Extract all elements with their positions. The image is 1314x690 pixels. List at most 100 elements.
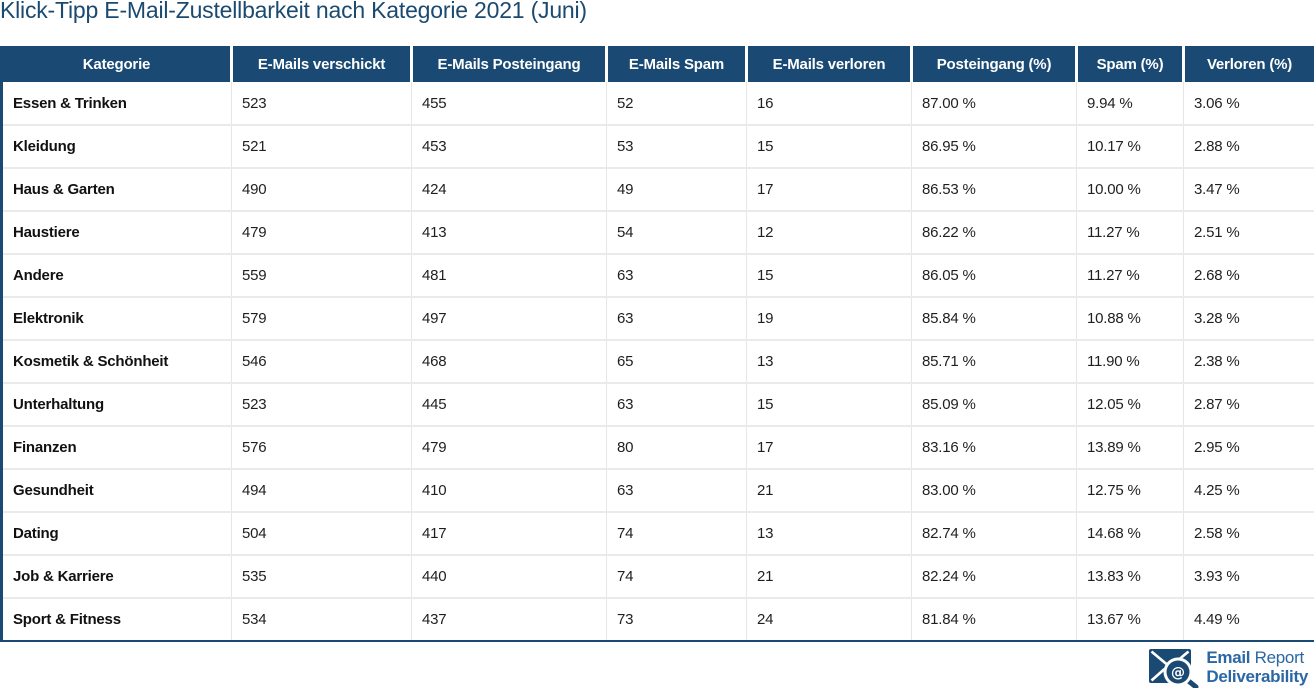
table-body: Essen & Trinken 523 455 52 16 87.00 % 9.94 % 3.… — [1, 82, 1314, 641]
category-cell: Dating — [1, 511, 232, 555]
column-header-6: Spam (%) — [1075, 46, 1184, 82]
value-cell: 559 — [231, 253, 412, 297]
value-cell: 479 — [231, 210, 412, 254]
value-cell: 82.74 % — [911, 511, 1077, 555]
value-cell: 15 — [746, 382, 912, 426]
value-cell: 63 — [606, 296, 747, 340]
value-cell: 74 — [606, 554, 747, 598]
value-cell: 534 — [231, 597, 412, 641]
value-cell: 576 — [231, 425, 412, 469]
value-cell: 523 — [231, 382, 412, 426]
category-cell: Unterhaltung — [1, 382, 232, 426]
value-cell: 15 — [746, 253, 912, 297]
table-row: Kleidung 521 453 53 15 86.95 % 10.17 % 2.88 % — [1, 124, 1314, 168]
value-cell: 85.09 % — [911, 382, 1077, 426]
table-row: Finanzen 576 479 80 17 83.16 % 13.89 % 2.95 % — [1, 425, 1314, 469]
column-header-1: E-Mails verschickt — [230, 46, 412, 82]
table-row: Essen & Trinken 523 455 52 16 87.00 % 9.94 % 3.… — [2, 82, 1314, 125]
value-cell: 65 — [606, 339, 747, 383]
category-cell: Sport & Fitness — [1, 597, 232, 641]
value-cell: 82.24 % — [911, 554, 1077, 598]
value-cell: 12 — [746, 210, 912, 254]
value-cell: 445 — [411, 382, 607, 426]
column-header-7: Verloren (%) — [1182, 46, 1314, 82]
value-cell: 9.94 % — [1076, 82, 1184, 125]
table-row: Haustiere 479 413 54 12 86.22 % 11.27 % 2.51 % — [1, 210, 1314, 254]
table-header-row: Kategorie E-Mails verschickt E-Mails Poste… — [1, 46, 1314, 82]
value-cell: 86.95 % — [911, 124, 1077, 168]
value-cell: 546 — [231, 339, 412, 383]
value-cell: 424 — [411, 167, 607, 211]
value-cell: 21 — [746, 468, 912, 512]
logo-word-deliverability: Deliverability — [1206, 667, 1308, 686]
logo-word-report: Report — [1250, 648, 1305, 667]
value-cell: 10.88 % — [1076, 296, 1184, 340]
category-cell: Andere — [1, 253, 232, 297]
value-cell: 21 — [746, 554, 912, 598]
table-row: Sport & Fitness 534 437 73 24 81.84 % 13.67 % 4… — [1, 597, 1314, 641]
column-header-0: Kategorie — [1, 46, 232, 82]
column-header-2: E-Mails Posteingang — [410, 46, 607, 82]
value-cell: 481 — [411, 253, 607, 297]
value-cell: 521 — [231, 124, 412, 168]
value-cell: 468 — [411, 339, 607, 383]
value-cell: 2.87 % — [1183, 382, 1314, 426]
value-cell: 579 — [231, 296, 412, 340]
value-cell: 63 — [606, 382, 747, 426]
value-cell: 17 — [746, 425, 912, 469]
value-cell: 410 — [411, 468, 607, 512]
value-cell: 49 — [606, 167, 747, 211]
value-cell: 3.47 % — [1183, 167, 1314, 211]
value-cell: 3.28 % — [1183, 296, 1314, 340]
value-cell: 4.25 % — [1183, 468, 1314, 512]
value-cell: 479 — [411, 425, 607, 469]
value-cell: 53 — [606, 124, 747, 168]
category-cell: Elektronik — [1, 296, 232, 340]
value-cell: 490 — [231, 167, 412, 211]
column-header-3: E-Mails Spam — [605, 46, 747, 82]
table-row: Unterhaltung 523 445 63 15 85.09 % 12.05 % 2.87… — [1, 382, 1314, 426]
value-cell: 440 — [411, 554, 607, 598]
category-cell: Essen & Trinken — [13, 94, 127, 112]
value-cell: 13.83 % — [1076, 554, 1184, 598]
table-row: Kosmetik & Schönheit 546 468 65 13 85.71 % 11.… — [1, 339, 1314, 383]
value-cell: 3.06 % — [1183, 82, 1314, 125]
value-cell: 86.05 % — [911, 253, 1077, 297]
value-cell: 52 — [606, 82, 747, 125]
value-cell: 87.00 % — [911, 82, 1077, 125]
value-cell: 3.93 % — [1183, 554, 1314, 598]
value-cell: 4.49 % — [1183, 597, 1314, 641]
value-cell: 523 — [231, 82, 412, 125]
value-cell: 83.00 % — [911, 468, 1077, 512]
value-cell: 453 — [411, 124, 607, 168]
value-cell: 2.88 % — [1183, 124, 1314, 168]
category-cell: Job & Karriere — [1, 554, 232, 598]
value-cell: 16 — [746, 82, 912, 125]
value-cell: 2.68 % — [1183, 253, 1314, 297]
column-header-5: Posteingang (%) — [910, 46, 1077, 82]
page-title: Klick-Tipp E-Mail-Zustellbarkeit nach Ka… — [0, 0, 587, 23]
value-cell: 63 — [606, 468, 747, 512]
value-cell: 19 — [746, 296, 912, 340]
value-cell: 497 — [411, 296, 607, 340]
value-cell: 455 — [411, 82, 607, 125]
logo-text: Email Report Deliverability — [1206, 648, 1308, 686]
value-cell: 535 — [231, 554, 412, 598]
value-cell: 12.75 % — [1076, 468, 1184, 512]
value-cell: 10.17 % — [1076, 124, 1184, 168]
table-row: Gesundheit 494 410 63 21 83.00 % 12.75 % 4.25 % — [1, 468, 1314, 512]
email-report-deliverability-logo[interactable]: @ Email Report Deliverability — [1149, 646, 1308, 690]
value-cell: 11.27 % — [1076, 210, 1184, 254]
value-cell: 13 — [746, 339, 912, 383]
value-cell: 24 — [746, 597, 912, 641]
value-cell: 2.58 % — [1183, 511, 1314, 555]
value-cell: 12.05 % — [1076, 382, 1184, 426]
value-cell: 417 — [411, 511, 607, 555]
value-cell: 54 — [606, 210, 747, 254]
deliverability-table: Kategorie E-Mails verschickt E-Mails Poste… — [0, 46, 1314, 642]
value-cell: 83.16 % — [911, 425, 1077, 469]
svg-text:@: @ — [1171, 665, 1185, 681]
table-row: Andere 559 481 63 15 86.05 % 11.27 % 2.68 % — [1, 253, 1314, 297]
value-cell: 413 — [411, 210, 607, 254]
value-cell: 74 — [606, 511, 747, 555]
